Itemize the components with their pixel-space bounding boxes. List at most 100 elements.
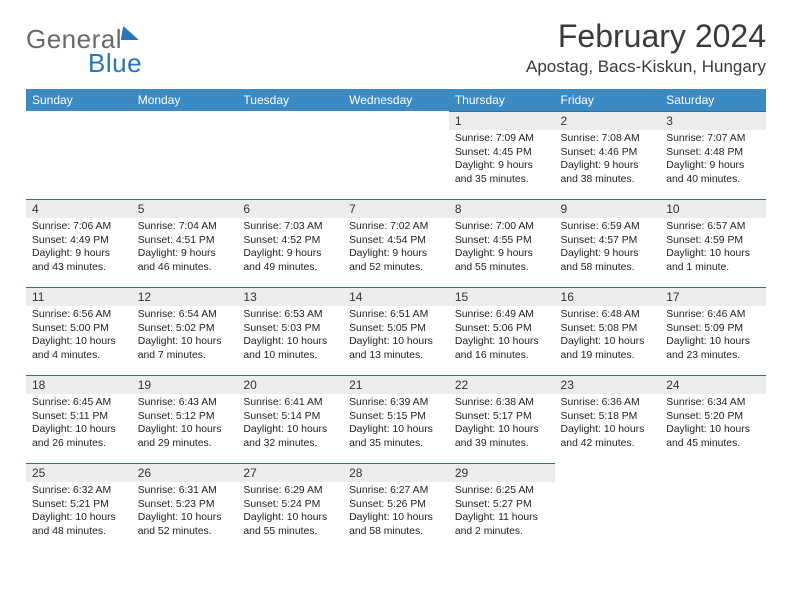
day-number: 10 xyxy=(660,199,766,218)
sunset-text: Sunset: 5:11 PM xyxy=(32,410,126,424)
sunrise-text: Sunrise: 6:45 AM xyxy=(32,396,126,410)
calendar-day-cell: 10Sunrise: 6:57 AMSunset: 4:59 PMDayligh… xyxy=(660,199,766,287)
sunrise-text: Sunrise: 6:46 AM xyxy=(666,308,760,322)
calendar-day-cell: 8Sunrise: 7:00 AMSunset: 4:55 PMDaylight… xyxy=(449,199,555,287)
calendar-day-cell: 4Sunrise: 7:06 AMSunset: 4:49 PMDaylight… xyxy=(26,199,132,287)
logo-triangle-icon xyxy=(121,26,141,40)
sunset-text: Sunset: 5:12 PM xyxy=(138,410,232,424)
day-number: 5 xyxy=(132,199,238,218)
daylight2-text: and 42 minutes. xyxy=(561,437,655,451)
day-number: 9 xyxy=(555,199,661,218)
calendar-week-row: 25Sunrise: 6:32 AMSunset: 5:21 PMDayligh… xyxy=(26,463,766,551)
daylight1-text: Daylight: 10 hours xyxy=(349,335,443,349)
day-number: 27 xyxy=(237,463,343,482)
sunrise-text: Sunrise: 6:25 AM xyxy=(455,484,549,498)
sunrise-text: Sunrise: 7:06 AM xyxy=(32,220,126,234)
sunset-text: Sunset: 5:26 PM xyxy=(349,498,443,512)
calendar-day-cell: 11Sunrise: 6:56 AMSunset: 5:00 PMDayligh… xyxy=(26,287,132,375)
daylight2-text: and 40 minutes. xyxy=(666,173,760,187)
calendar-day-cell: 28Sunrise: 6:27 AMSunset: 5:26 PMDayligh… xyxy=(343,463,449,551)
sunset-text: Sunset: 4:55 PM xyxy=(455,234,549,248)
day-number: 14 xyxy=(343,287,449,306)
daylight2-text: and 2 minutes. xyxy=(455,525,549,539)
daylight1-text: Daylight: 9 hours xyxy=(561,247,655,261)
sunset-text: Sunset: 5:00 PM xyxy=(32,322,126,336)
daylight2-text: and 26 minutes. xyxy=(32,437,126,451)
daylight2-text: and 32 minutes. xyxy=(243,437,337,451)
sunrise-text: Sunrise: 6:51 AM xyxy=(349,308,443,322)
day-number: 1 xyxy=(449,111,555,130)
calendar-day-cell: 25Sunrise: 6:32 AMSunset: 5:21 PMDayligh… xyxy=(26,463,132,551)
calendar-day-cell: 3Sunrise: 7:07 AMSunset: 4:48 PMDaylight… xyxy=(660,111,766,199)
sunrise-text: Sunrise: 6:34 AM xyxy=(666,396,760,410)
day-details: Sunrise: 6:51 AMSunset: 5:05 PMDaylight:… xyxy=(343,306,449,366)
day-details: Sunrise: 6:45 AMSunset: 5:11 PMDaylight:… xyxy=(26,394,132,454)
day-number: 23 xyxy=(555,375,661,394)
daylight1-text: Daylight: 10 hours xyxy=(138,511,232,525)
day-details: Sunrise: 7:02 AMSunset: 4:54 PMDaylight:… xyxy=(343,218,449,278)
sunrise-text: Sunrise: 6:27 AM xyxy=(349,484,443,498)
day-number: 6 xyxy=(237,199,343,218)
sunrise-text: Sunrise: 6:29 AM xyxy=(243,484,337,498)
daylight1-text: Daylight: 10 hours xyxy=(455,423,549,437)
sunset-text: Sunset: 5:09 PM xyxy=(666,322,760,336)
weekday-header: Thursday xyxy=(449,89,555,111)
day-number: 7 xyxy=(343,199,449,218)
sunrise-text: Sunrise: 6:53 AM xyxy=(243,308,337,322)
day-details: Sunrise: 6:59 AMSunset: 4:57 PMDaylight:… xyxy=(555,218,661,278)
daylight1-text: Daylight: 10 hours xyxy=(243,335,337,349)
daylight2-text: and 58 minutes. xyxy=(561,261,655,275)
sunrise-text: Sunrise: 6:54 AM xyxy=(138,308,232,322)
daylight1-text: Daylight: 10 hours xyxy=(32,335,126,349)
sunrise-text: Sunrise: 6:57 AM xyxy=(666,220,760,234)
day-number: 19 xyxy=(132,375,238,394)
sunrise-text: Sunrise: 7:08 AM xyxy=(561,132,655,146)
daylight2-text: and 38 minutes. xyxy=(561,173,655,187)
daylight2-text: and 10 minutes. xyxy=(243,349,337,363)
calendar-day-cell: 19Sunrise: 6:43 AMSunset: 5:12 PMDayligh… xyxy=(132,375,238,463)
sunset-text: Sunset: 5:23 PM xyxy=(138,498,232,512)
calendar-day-cell: 18Sunrise: 6:45 AMSunset: 5:11 PMDayligh… xyxy=(26,375,132,463)
day-details: Sunrise: 6:25 AMSunset: 5:27 PMDaylight:… xyxy=(449,482,555,542)
calendar-day-cell: 27Sunrise: 6:29 AMSunset: 5:24 PMDayligh… xyxy=(237,463,343,551)
day-number: 11 xyxy=(26,287,132,306)
daylight1-text: Daylight: 10 hours xyxy=(666,423,760,437)
daylight2-text: and 29 minutes. xyxy=(138,437,232,451)
calendar-day-cell: 17Sunrise: 6:46 AMSunset: 5:09 PMDayligh… xyxy=(660,287,766,375)
day-number: 8 xyxy=(449,199,555,218)
day-details: Sunrise: 6:49 AMSunset: 5:06 PMDaylight:… xyxy=(449,306,555,366)
calendar-day-cell xyxy=(555,463,661,551)
day-details: Sunrise: 6:54 AMSunset: 5:02 PMDaylight:… xyxy=(132,306,238,366)
day-number: 21 xyxy=(343,375,449,394)
calendar-day-cell: 16Sunrise: 6:48 AMSunset: 5:08 PMDayligh… xyxy=(555,287,661,375)
daylight1-text: Daylight: 9 hours xyxy=(32,247,126,261)
daylight1-text: Daylight: 10 hours xyxy=(561,335,655,349)
daylight2-text: and 45 minutes. xyxy=(666,437,760,451)
daylight1-text: Daylight: 10 hours xyxy=(138,335,232,349)
day-details: Sunrise: 6:43 AMSunset: 5:12 PMDaylight:… xyxy=(132,394,238,454)
day-number: 3 xyxy=(660,111,766,130)
daylight1-text: Daylight: 9 hours xyxy=(455,247,549,261)
weekday-header: Sunday xyxy=(26,89,132,111)
day-number: 15 xyxy=(449,287,555,306)
sunset-text: Sunset: 5:20 PM xyxy=(666,410,760,424)
daylight2-text: and 58 minutes. xyxy=(349,525,443,539)
sunset-text: Sunset: 5:17 PM xyxy=(455,410,549,424)
daylight2-text: and 1 minute. xyxy=(666,261,760,275)
weekday-header: Monday xyxy=(132,89,238,111)
weekday-header: Saturday xyxy=(660,89,766,111)
sunset-text: Sunset: 4:54 PM xyxy=(349,234,443,248)
sunrise-text: Sunrise: 6:32 AM xyxy=(32,484,126,498)
daylight2-text: and 35 minutes. xyxy=(349,437,443,451)
daylight1-text: Daylight: 9 hours xyxy=(666,159,760,173)
daylight1-text: Daylight: 11 hours xyxy=(455,511,549,525)
month-title: February 2024 xyxy=(526,18,766,55)
daylight2-text: and 35 minutes. xyxy=(455,173,549,187)
logo-word-blue: Blue xyxy=(88,48,142,79)
calendar-day-cell: 21Sunrise: 6:39 AMSunset: 5:15 PMDayligh… xyxy=(343,375,449,463)
day-details: Sunrise: 6:57 AMSunset: 4:59 PMDaylight:… xyxy=(660,218,766,278)
day-details: Sunrise: 7:04 AMSunset: 4:51 PMDaylight:… xyxy=(132,218,238,278)
day-number: 24 xyxy=(660,375,766,394)
daylight2-text: and 55 minutes. xyxy=(455,261,549,275)
day-number: 12 xyxy=(132,287,238,306)
